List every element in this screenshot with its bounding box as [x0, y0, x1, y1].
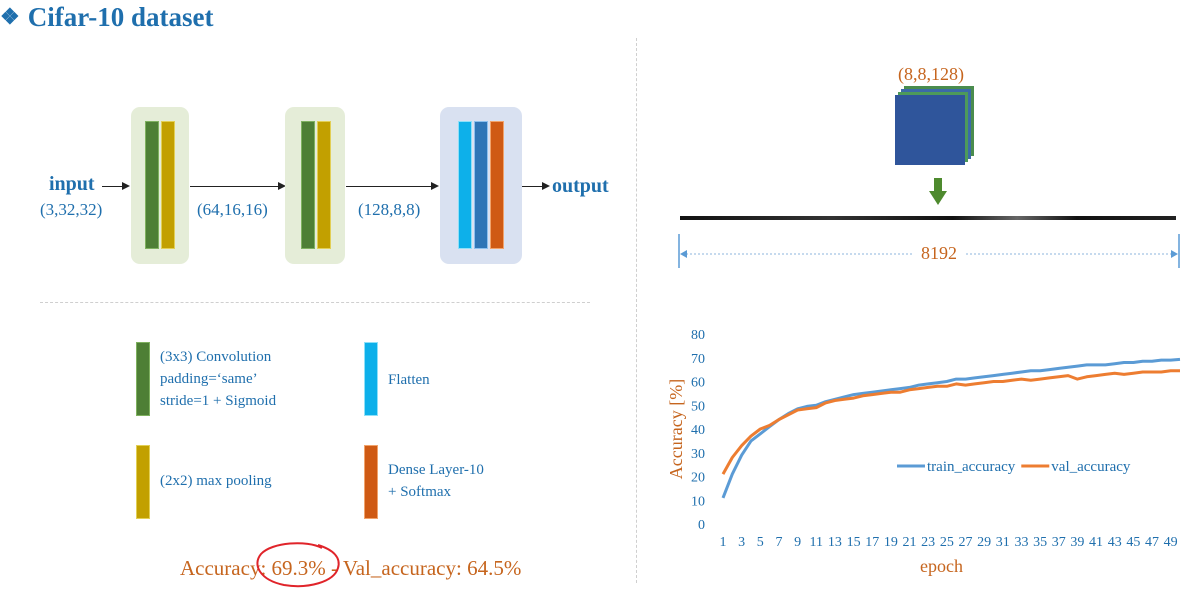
x-tick-label: 45: [1126, 535, 1140, 550]
input-dims: (3,32,32): [40, 200, 103, 219]
x-axis-title: epoch: [920, 556, 963, 576]
series-line-val-accuracy: [721, 369, 1180, 475]
slide-title: ❖ Cifar-10 dataset: [0, 2, 213, 33]
legend-label-train-accuracy: train_accuracy: [927, 459, 1016, 475]
input-label: input: [49, 173, 95, 195]
conv-block-1: [131, 107, 189, 264]
x-tick-label: 17: [865, 535, 879, 550]
x-tick-label: 25: [940, 535, 954, 550]
feature-map-front: [895, 95, 965, 165]
flattened-vector-bar: [680, 216, 1176, 220]
intermediate-layer-bar: [474, 121, 488, 249]
vertical-divider: [636, 38, 637, 583]
x-tick-label: 41: [1089, 535, 1103, 550]
val-accuracy-value: 64.5%: [467, 556, 522, 580]
x-tick-label: 47: [1145, 535, 1159, 550]
conv-block-2: [285, 107, 345, 264]
arrow-head-icon: [278, 182, 286, 190]
legend-conv-label: (3x3) Convolution padding=‘same’ stride=…: [160, 349, 277, 409]
x-tick-label: 15: [847, 535, 861, 550]
y-tick-label: 60: [691, 376, 705, 391]
x-tick-label: 13: [828, 535, 842, 550]
down-arrow-icon: [929, 178, 947, 205]
x-tick-label: 39: [1070, 535, 1084, 550]
series-line-train-accuracy: [721, 357, 1181, 499]
legend-conv-swatch: [136, 342, 150, 416]
x-tick-label: 27: [958, 535, 972, 550]
x-tick-label: 21: [903, 535, 917, 550]
accuracy-prefix: Accuracy:: [180, 556, 272, 580]
legend-pool-label: (2x2) max pooling: [160, 473, 272, 489]
pool-layer-bar: [317, 121, 331, 249]
x-tick-label: 1: [720, 535, 727, 550]
x-tick-label: 31: [996, 535, 1010, 550]
arrow-input: [102, 186, 122, 187]
train-accuracy-value: 69.3%: [271, 556, 326, 580]
x-tick-label: 29: [977, 535, 991, 550]
y-tick-label: 10: [691, 494, 705, 509]
diamond-bullet-icon: ❖: [0, 4, 20, 29]
legend-flatten-label: Flatten: [388, 372, 430, 388]
accuracy-summary: Accuracy: 69.3% - Val_accuracy: 64.5%: [180, 556, 521, 581]
x-tick-label: 35: [1033, 535, 1047, 550]
dims-after-block-1: (64,16,16): [197, 200, 268, 219]
x-tick-label: 37: [1052, 535, 1066, 550]
conv-layer-bar: [301, 121, 315, 249]
legend-pool-swatch: [136, 445, 150, 519]
x-tick-label: 33: [1014, 535, 1028, 550]
x-tick-label: 49: [1164, 535, 1178, 550]
horizontal-divider: [40, 302, 590, 303]
y-tick-label: 50: [691, 399, 705, 414]
dense-layer-bar: [490, 121, 504, 249]
y-tick-label: 30: [691, 447, 705, 462]
arrow-block2-block3: [346, 186, 431, 187]
title-text: Cifar-10 dataset: [27, 2, 214, 32]
legend-flatten-swatch: [364, 342, 378, 416]
arrow-head-icon: [122, 182, 130, 190]
conv-layer-bar: [145, 121, 159, 249]
legend-label-val-accuracy: val_accuracy: [1051, 459, 1131, 475]
y-tick-label: 70: [691, 352, 705, 367]
arrow-head-icon: [431, 182, 439, 190]
y-tick-label: 20: [691, 471, 705, 486]
vector-length-dimension: [678, 234, 1180, 268]
x-tick-label: 23: [921, 535, 935, 550]
x-tick-label: 11: [810, 535, 823, 550]
x-tick-label: 5: [757, 535, 764, 550]
arrow-head-icon: [542, 182, 550, 190]
arrow-block1-block2: [190, 186, 278, 187]
x-tick-label: 19: [884, 535, 898, 550]
pool-layer-bar: [161, 121, 175, 249]
y-tick-label: 40: [691, 423, 705, 438]
dims-after-block-2: (128,8,8): [358, 200, 421, 219]
y-tick-label: 0: [698, 518, 705, 533]
legend-dense-label: Dense Layer-10 + Softmax: [388, 462, 484, 500]
x-tick-label: 7: [775, 535, 782, 550]
y-tick-label: 80: [691, 328, 705, 343]
dense-block: [440, 107, 522, 264]
accuracy-middle: - Val_accuracy:: [325, 556, 468, 580]
x-tick-label: 9: [794, 535, 801, 550]
arrow-output: [522, 186, 542, 187]
flatten-layer-bar: [458, 121, 472, 249]
x-tick-label: 3: [738, 535, 745, 550]
legend-dense-swatch: [364, 445, 378, 519]
red-circle-annotation: [256, 542, 340, 588]
tensor-shape-label: (8,8,128): [898, 64, 964, 84]
vector-length-label: 8192: [921, 243, 957, 263]
output-label: output: [552, 175, 609, 197]
y-axis-title: Accuracy [%]: [666, 379, 686, 479]
x-tick-label: 43: [1108, 535, 1122, 550]
